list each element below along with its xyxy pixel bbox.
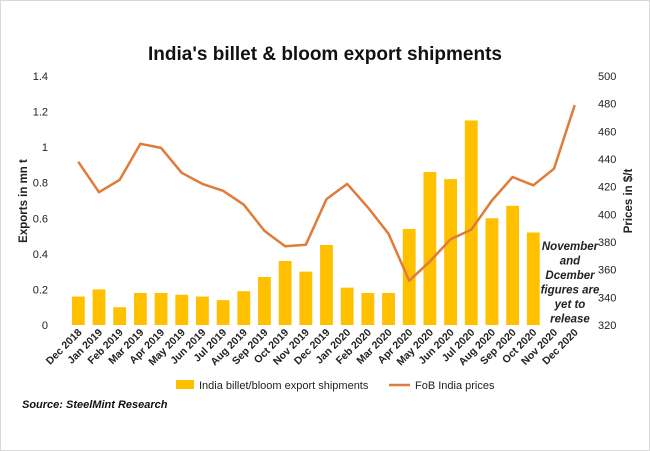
bar [320, 244, 333, 325]
bar [92, 289, 106, 325]
bar [361, 292, 375, 325]
bar-series [71, 120, 540, 325]
left-axis-ticks: 0 0.2 0.4 0.6 0.8 1 1.2 1.4 [33, 71, 48, 332]
legend-bar-label: India billet/bloom export shipments [199, 380, 369, 392]
right-tick-label: 420 [598, 182, 616, 194]
left-tick-label: 0 [42, 320, 48, 332]
bar [216, 300, 230, 325]
right-axis-title: Prices in $/t [623, 169, 635, 234]
price-line [77, 104, 576, 282]
left-tick-label: 1.2 [33, 107, 48, 119]
bar [444, 179, 457, 325]
bar [113, 307, 127, 325]
annotation-line: yet to [554, 299, 586, 311]
left-tick-label: 0.8 [33, 178, 48, 190]
annotation-note: November and Dcember figures are yet to relea… [541, 241, 600, 326]
bar [278, 260, 292, 325]
right-tick-label: 340 [598, 292, 616, 304]
left-tick-label: 0.2 [33, 284, 48, 296]
bar [71, 296, 85, 325]
left-tick-label: 0.6 [33, 213, 48, 225]
left-tick-label: 1.4 [33, 71, 48, 83]
annotation-line: release [550, 314, 590, 326]
right-tick-label: 500 [598, 71, 616, 83]
source-note: Source: SteelMint Research [22, 399, 168, 411]
right-tick-label: 400 [598, 209, 616, 221]
legend-bar-swatch [176, 380, 194, 389]
right-tick-label: 320 [598, 320, 616, 332]
line-series [77, 104, 576, 282]
bar [237, 291, 251, 325]
annotation-line: Dcember [545, 270, 595, 282]
bar [506, 205, 520, 325]
annotation-line: and [560, 256, 581, 268]
bar [485, 218, 499, 325]
left-tick-label: 0.4 [33, 249, 48, 261]
bar [382, 292, 395, 325]
bar [340, 287, 354, 325]
bar [196, 296, 209, 325]
right-tick-label: 460 [598, 126, 616, 138]
right-tick-label: 440 [598, 154, 616, 166]
chart-title: India's billet & bloom export shipments [148, 44, 502, 65]
legend: India billet/bloom export shipments FoB … [176, 380, 495, 392]
bar [133, 292, 147, 325]
annotation-line: November [542, 241, 599, 253]
bar [299, 271, 313, 325]
right-tick-label: 380 [598, 237, 616, 249]
annotation-line: figures are [541, 285, 600, 297]
bar [464, 120, 478, 325]
legend-line-label: FoB India prices [415, 380, 495, 392]
bar [154, 292, 168, 325]
bar [402, 228, 416, 325]
right-tick-label: 360 [598, 265, 616, 277]
bar [258, 276, 271, 325]
right-tick-label: 480 [598, 99, 616, 111]
left-axis-title: Exports in mn t [18, 159, 30, 243]
bar [175, 294, 189, 325]
right-axis-ticks: 320 340 360 380 400 420 440 460 480 500 [598, 71, 616, 332]
left-tick-label: 1 [42, 142, 48, 154]
bar [423, 172, 437, 325]
bar [526, 232, 540, 325]
